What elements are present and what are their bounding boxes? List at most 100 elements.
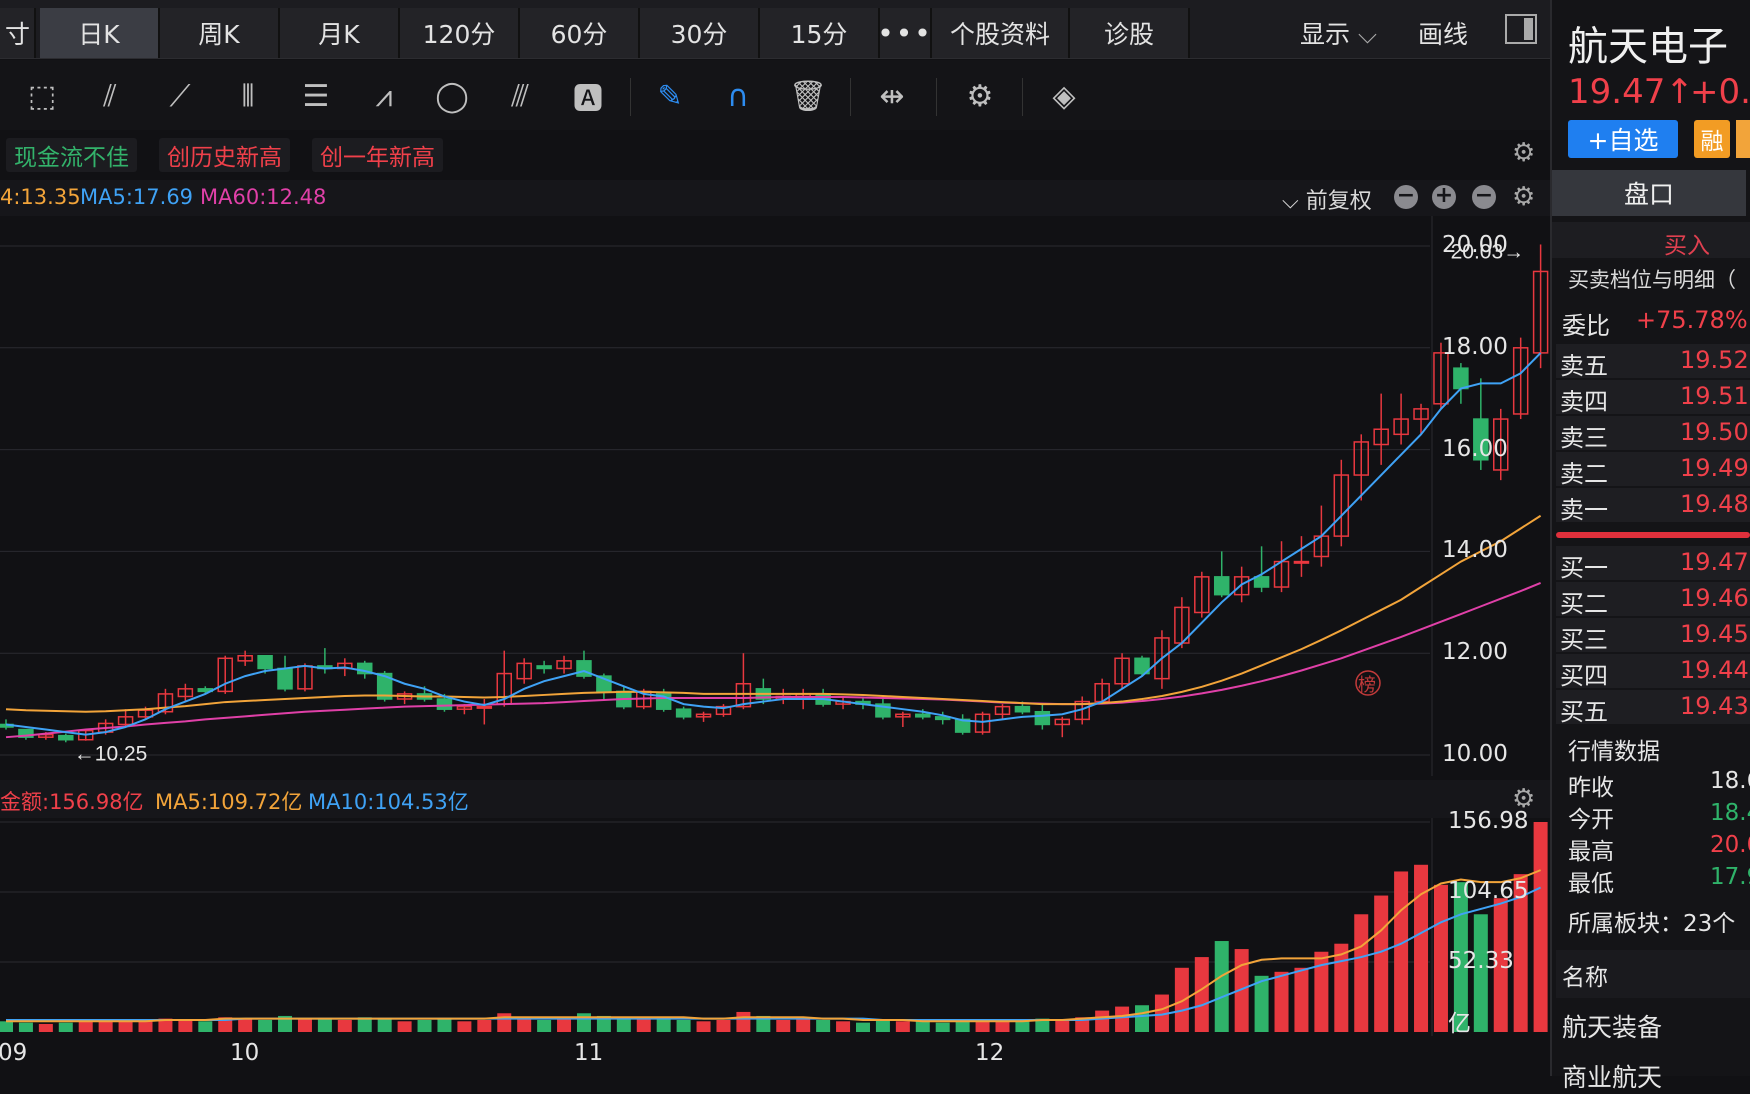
gear-icon[interactable]: ⚙ (1512, 138, 1536, 168)
zoom-out-icon[interactable]: − (1394, 185, 1418, 209)
parallel-icon[interactable]: ⫻ (511, 78, 529, 114)
bid-row[interactable] (1556, 546, 1750, 580)
ask-label: 卖五 (1560, 352, 1608, 380)
volume-bar (1135, 1005, 1150, 1032)
volume-bar (1513, 874, 1528, 1032)
ask-price: 19.52 (1680, 346, 1749, 374)
volume-bar (935, 1022, 950, 1032)
feature-tag[interactable]: 创历史新高 (159, 138, 290, 172)
volume-bar (1473, 914, 1488, 1032)
bid-row[interactable] (1556, 690, 1750, 724)
pen-icon[interactable]: ✎ (657, 78, 683, 114)
gear-icon[interactable]: ⚙ (1512, 784, 1536, 814)
candle-body (1433, 352, 1449, 405)
bid-row[interactable] (1556, 582, 1750, 616)
volume-bar (616, 1018, 631, 1032)
volume-bar (875, 1019, 890, 1032)
tab-9[interactable]: 诊股 (1070, 8, 1190, 58)
tab-3[interactable]: 120分 (400, 8, 520, 58)
draw-line-button[interactable]: 画线 (1418, 20, 1469, 49)
circle-icon[interactable]: ◯ (435, 78, 469, 114)
feature-tag[interactable]: 创一年新高 (312, 138, 443, 172)
feature-tag[interactable]: 现金流不佳 (6, 138, 137, 172)
ask-price: 19.50 (1680, 418, 1749, 446)
volume-bar (397, 1021, 412, 1032)
tab-order-book[interactable]: 盘口 (1552, 170, 1746, 216)
rect-select-icon[interactable]: ⬚ (27, 78, 57, 114)
fibonacci-icon[interactable]: ☰ (302, 78, 330, 114)
price-tick: 12.00 (1442, 639, 1508, 666)
volume-bar (696, 1021, 711, 1032)
tab-7[interactable]: ••• (877, 8, 932, 58)
tab-2[interactable]: 月K (280, 8, 400, 58)
price-tick: 16.00 (1442, 435, 1508, 462)
layers-icon[interactable]: ◈ (1052, 78, 1076, 114)
volume-bar (1115, 1006, 1130, 1032)
trend-line-icon[interactable]: ⟋ (169, 78, 191, 114)
tab-8[interactable]: 个股资料 (932, 8, 1070, 58)
gear-icon[interactable]: ⚙ (1512, 182, 1536, 212)
ask-row[interactable] (1556, 416, 1750, 450)
ma10-line (5, 514, 1542, 713)
volume-bar (78, 1021, 93, 1032)
volume-bar (198, 1021, 213, 1032)
display-menu-button[interactable]: 显示 ⌵ (1300, 15, 1377, 51)
stat-value: 18.6 (1710, 768, 1750, 794)
candle-body (1253, 576, 1270, 588)
move-icon[interactable]: ⇹ (879, 78, 905, 114)
volume-bar (477, 1019, 492, 1032)
ask-row[interactable] (1556, 452, 1750, 486)
volume-bar (158, 1018, 173, 1032)
date-tick: 09 (0, 1040, 28, 1066)
volume-bar (98, 1019, 113, 1032)
trash-icon[interactable]: 🗑 (788, 78, 828, 114)
buy-button[interactable]: 买入 (1664, 233, 1710, 259)
magnet-icon[interactable]: ∩ (727, 78, 749, 114)
stat-value: 18.4 (1710, 800, 1750, 826)
ma60-line (5, 582, 1541, 739)
tab-1[interactable]: 周K (160, 8, 280, 58)
depth-title: 买卖档位与明细（ (1568, 268, 1736, 292)
candle-body (38, 733, 54, 738)
ask-row[interactable] (1556, 344, 1750, 378)
volume-legend-item: MA5:109.72亿 (155, 790, 303, 814)
zoom-in-icon[interactable]: + (1432, 185, 1456, 209)
panel-toggle-icon[interactable] (1505, 14, 1537, 44)
volume-bar (138, 1021, 153, 1032)
display-label: 显示 (1300, 20, 1351, 49)
tab-5[interactable]: 30分 (640, 8, 760, 58)
sector-item[interactable]: 航天装备 (1562, 1013, 1663, 1042)
candle-body (376, 672, 393, 700)
volume-bar (1274, 971, 1289, 1032)
settings-icon[interactable]: ⚙ (966, 78, 994, 114)
sector-item[interactable]: 商业航天 (1562, 1063, 1663, 1092)
price-tick: 18.00 (1442, 333, 1508, 360)
volume-bar (1433, 884, 1448, 1032)
candle-body (1393, 418, 1409, 436)
volume-bar (855, 1022, 870, 1032)
candle-body (1413, 408, 1429, 420)
tab-left-cut[interactable]: 寸 (0, 8, 36, 58)
fan-lines-icon[interactable]: ⫽ (103, 78, 117, 114)
candlestick-chart[interactable]: 20.03→ ←10.25 榜 (0, 216, 1550, 776)
collapse-icon[interactable]: − (1472, 185, 1496, 209)
volume-chart[interactable] (0, 818, 1550, 1036)
text-box-icon[interactable]: 🅰 (573, 82, 603, 117)
volume-tick: 亿 (1448, 1011, 1471, 1037)
candle-body (1014, 705, 1031, 713)
ask-row[interactable] (1556, 488, 1750, 522)
tab-4[interactable]: 60分 (520, 8, 640, 58)
adjust-mode-selector[interactable]: ⌵ 前复权 (1282, 183, 1372, 215)
tab-0[interactable]: 日K (40, 8, 160, 58)
candle-body (337, 662, 353, 670)
vertical-lines-icon[interactable]: ⦀ (241, 78, 255, 114)
bid-row[interactable] (1556, 618, 1750, 652)
bid-row[interactable] (1556, 654, 1750, 688)
volume-bar (417, 1019, 432, 1032)
candle-body (1512, 347, 1529, 415)
wave-icon[interactable]: ⩘ (375, 78, 393, 114)
volume-bar (38, 1023, 53, 1032)
add-watchlist-button[interactable]: +自选 (1568, 120, 1678, 158)
ask-row[interactable] (1556, 380, 1750, 414)
tab-6[interactable]: 15分 (760, 8, 880, 58)
